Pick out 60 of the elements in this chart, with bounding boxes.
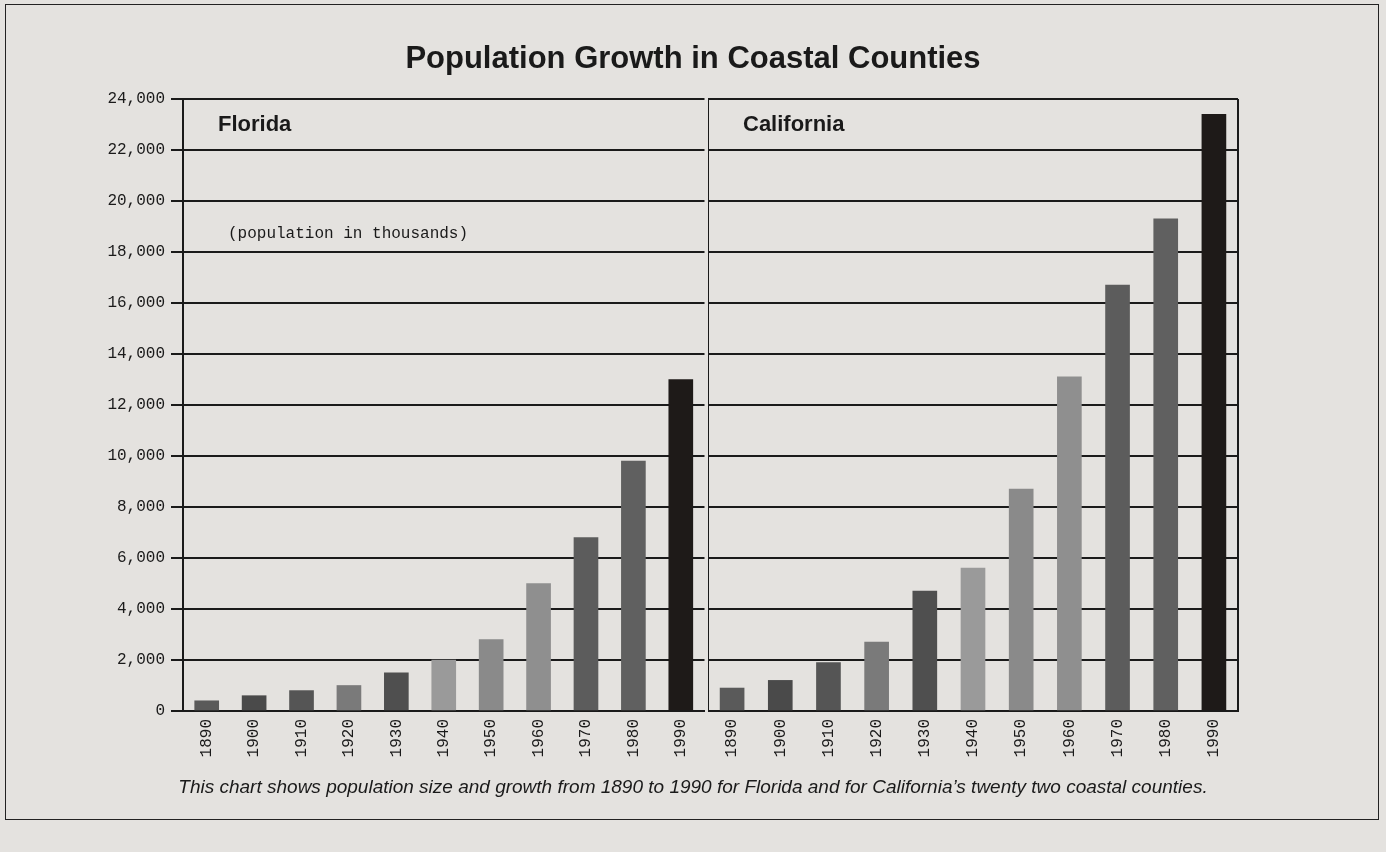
x-tick-label: 1920	[867, 719, 886, 758]
y-tick-label: 6,000	[116, 549, 165, 568]
x-tick-label: 1930	[387, 719, 406, 758]
y-axis-title: (population in thousands)	[228, 225, 469, 244]
bar	[431, 659, 457, 711]
x-tick-label: 1900	[245, 719, 264, 758]
y-tick-label: 16,000	[107, 294, 165, 313]
y-tick-label: 14,000	[107, 345, 165, 364]
x-tick-label: 1960	[529, 719, 548, 758]
x-tick-label: 1890	[197, 719, 216, 758]
x-tick-label: 1960	[1060, 719, 1079, 758]
bar	[384, 672, 409, 711]
bar	[478, 639, 504, 711]
bar	[1008, 488, 1034, 711]
bar	[1105, 284, 1130, 711]
bar	[1153, 218, 1179, 711]
x-tick-label: 1910	[819, 719, 838, 758]
bar	[960, 567, 986, 711]
bar	[194, 700, 220, 711]
y-tick-label: 0	[155, 702, 165, 721]
x-tick-label: 1910	[292, 719, 311, 758]
x-tick-label: 1890	[723, 719, 742, 758]
x-tick-label: 1980	[1156, 719, 1175, 758]
x-tick-label: 1920	[340, 719, 359, 758]
bar	[912, 590, 938, 711]
x-tick-label: 1950	[1012, 719, 1031, 758]
x-tick-label: 1950	[482, 719, 501, 758]
text: Florida	[218, 111, 293, 137]
bar	[767, 680, 793, 711]
bar	[719, 687, 745, 711]
bar	[816, 662, 841, 711]
y-tick-label: 22,000	[107, 141, 165, 160]
y-tick-label: 10,000	[107, 447, 165, 466]
x-tick-label: 1990	[1205, 719, 1224, 758]
bar	[573, 537, 599, 711]
y-tick-label: 24,000	[107, 90, 165, 109]
bar	[241, 695, 267, 711]
x-tick-label: 1970	[1108, 719, 1127, 758]
y-tick-label: 12,000	[107, 396, 165, 415]
y-tick-label: 8,000	[116, 498, 165, 517]
bar	[621, 460, 646, 711]
y-tick-label: 20,000	[107, 192, 165, 211]
bar	[1057, 376, 1082, 711]
text: This chart shows population size and growth from 1890 to 1990 for Florida and for California’s twenty two coastal counties.	[177, 776, 1209, 798]
chart-title: Population Growth in Coastal Counties	[404, 40, 982, 76]
text: California	[743, 111, 846, 137]
x-tick-label: 1990	[672, 719, 691, 758]
x-tick-label: 1970	[577, 719, 596, 758]
x-tick-label: 1930	[916, 719, 935, 758]
x-tick-label: 1900	[771, 719, 790, 758]
x-tick-label: 1940	[964, 719, 983, 758]
bar	[289, 690, 314, 711]
bar	[864, 641, 889, 711]
x-tick-label: 1980	[624, 719, 643, 758]
x-tick-label: 1940	[434, 719, 453, 758]
y-tick-label: 2,000	[116, 651, 165, 670]
bar	[526, 583, 551, 711]
y-tick-label: 18,000	[107, 243, 165, 262]
bar	[336, 685, 362, 711]
y-tick-label: 4,000	[116, 600, 165, 619]
